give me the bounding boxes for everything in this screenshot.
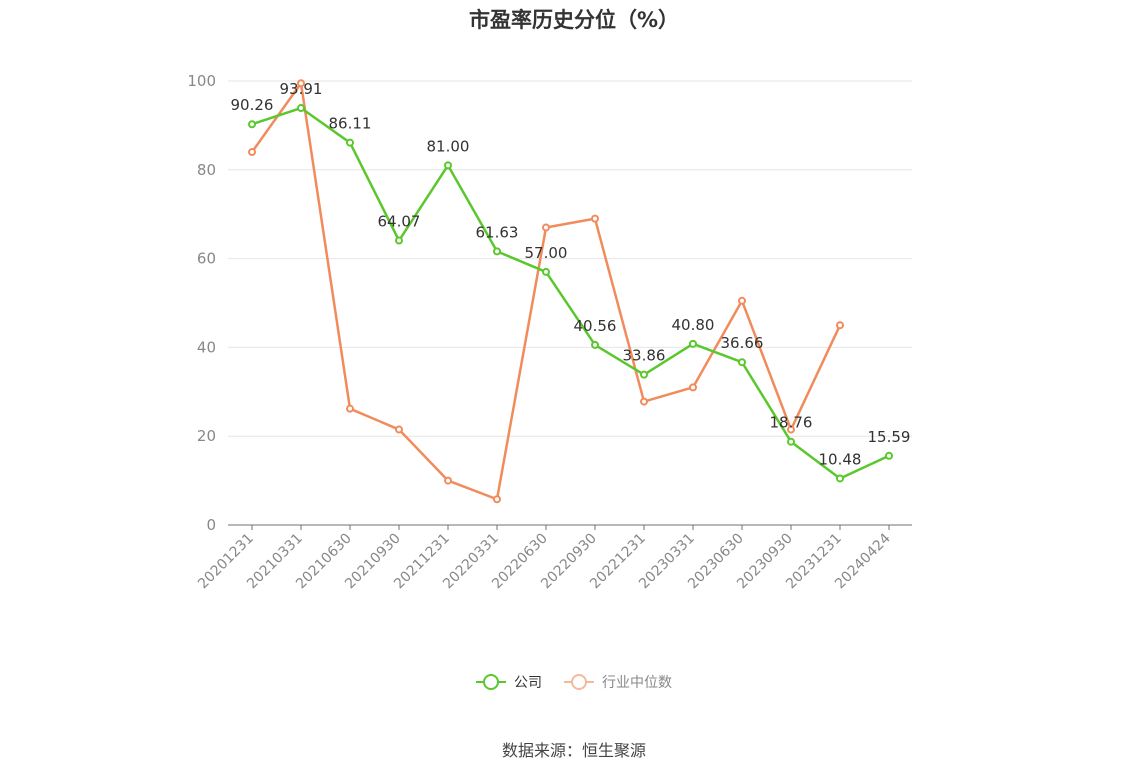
grid-lines (228, 80, 912, 437)
data-label: 36.66 (721, 334, 764, 352)
series-company (248, 104, 893, 483)
data-point (591, 340, 599, 349)
data-point (738, 296, 746, 305)
data-label: 33.86 (623, 347, 666, 365)
legend: 公司 行业中位数 (0, 672, 1148, 692)
data-point (444, 161, 452, 170)
series-line (250, 81, 842, 501)
data-label: 61.63 (476, 223, 519, 241)
axes: 0204060801002020123120210331202106302021… (187, 72, 912, 592)
chart-title: 市盈率历史分位（%） (468, 8, 680, 32)
data-point (395, 425, 403, 434)
data-point (836, 474, 844, 483)
y-tick-label: 20 (197, 427, 216, 445)
data-label: 81.00 (427, 137, 470, 155)
data-point (836, 321, 844, 330)
data-labels: 90.26 93.91 86.11 64.07 81.00 61.63 57.00 40.56… (231, 80, 911, 468)
data-label: 40.56 (574, 317, 617, 335)
data-point (591, 214, 599, 223)
data-source: 数据来源：恒生聚源 (501, 741, 646, 760)
data-point (885, 451, 893, 460)
data-label: 40.80 (672, 316, 715, 334)
data-label: 10.48 (819, 450, 862, 468)
series-line (251, 106, 890, 480)
data-point (248, 148, 256, 157)
legend-industry-marker-icon (564, 674, 594, 690)
legend-company-marker-icon (476, 674, 506, 690)
data-label: 15.59 (868, 428, 911, 446)
data-label: 93.91 (280, 80, 323, 98)
legend-company-label: 公司 (514, 675, 542, 691)
data-label: 57.00 (525, 244, 568, 262)
data-label: 18.76 (770, 414, 813, 432)
data-point (640, 397, 648, 406)
data-point (297, 104, 305, 113)
data-point (787, 437, 795, 446)
data-point (787, 425, 795, 434)
legend-item-industry[interactable]: 行业中位数 (564, 672, 672, 692)
series-industry (248, 79, 844, 504)
data-label: 64.07 (378, 213, 421, 231)
data-point (248, 120, 256, 129)
data-label: 86.11 (329, 115, 372, 133)
data-point (689, 339, 697, 348)
y-tick-label: 60 (197, 250, 216, 268)
data-label: 90.26 (231, 96, 274, 114)
data-point (493, 247, 501, 256)
y-tick-label: 100 (187, 72, 216, 90)
data-point (297, 79, 305, 88)
data-point (395, 236, 403, 245)
series-lines (248, 79, 893, 504)
data-point (444, 476, 452, 485)
legend-industry-label: 行业中位数 (602, 675, 672, 691)
y-tick-label: 40 (197, 338, 216, 356)
data-point (542, 223, 550, 232)
data-point (493, 495, 501, 504)
data-point (346, 138, 354, 147)
data-point (738, 358, 746, 367)
y-tick-label: 0 (206, 516, 216, 534)
data-point (689, 383, 697, 392)
data-point (542, 267, 550, 276)
data-point (346, 404, 354, 413)
y-tick-label: 80 (197, 161, 216, 179)
data-point (640, 370, 648, 379)
legend-item-company[interactable]: 公司 (476, 672, 542, 692)
